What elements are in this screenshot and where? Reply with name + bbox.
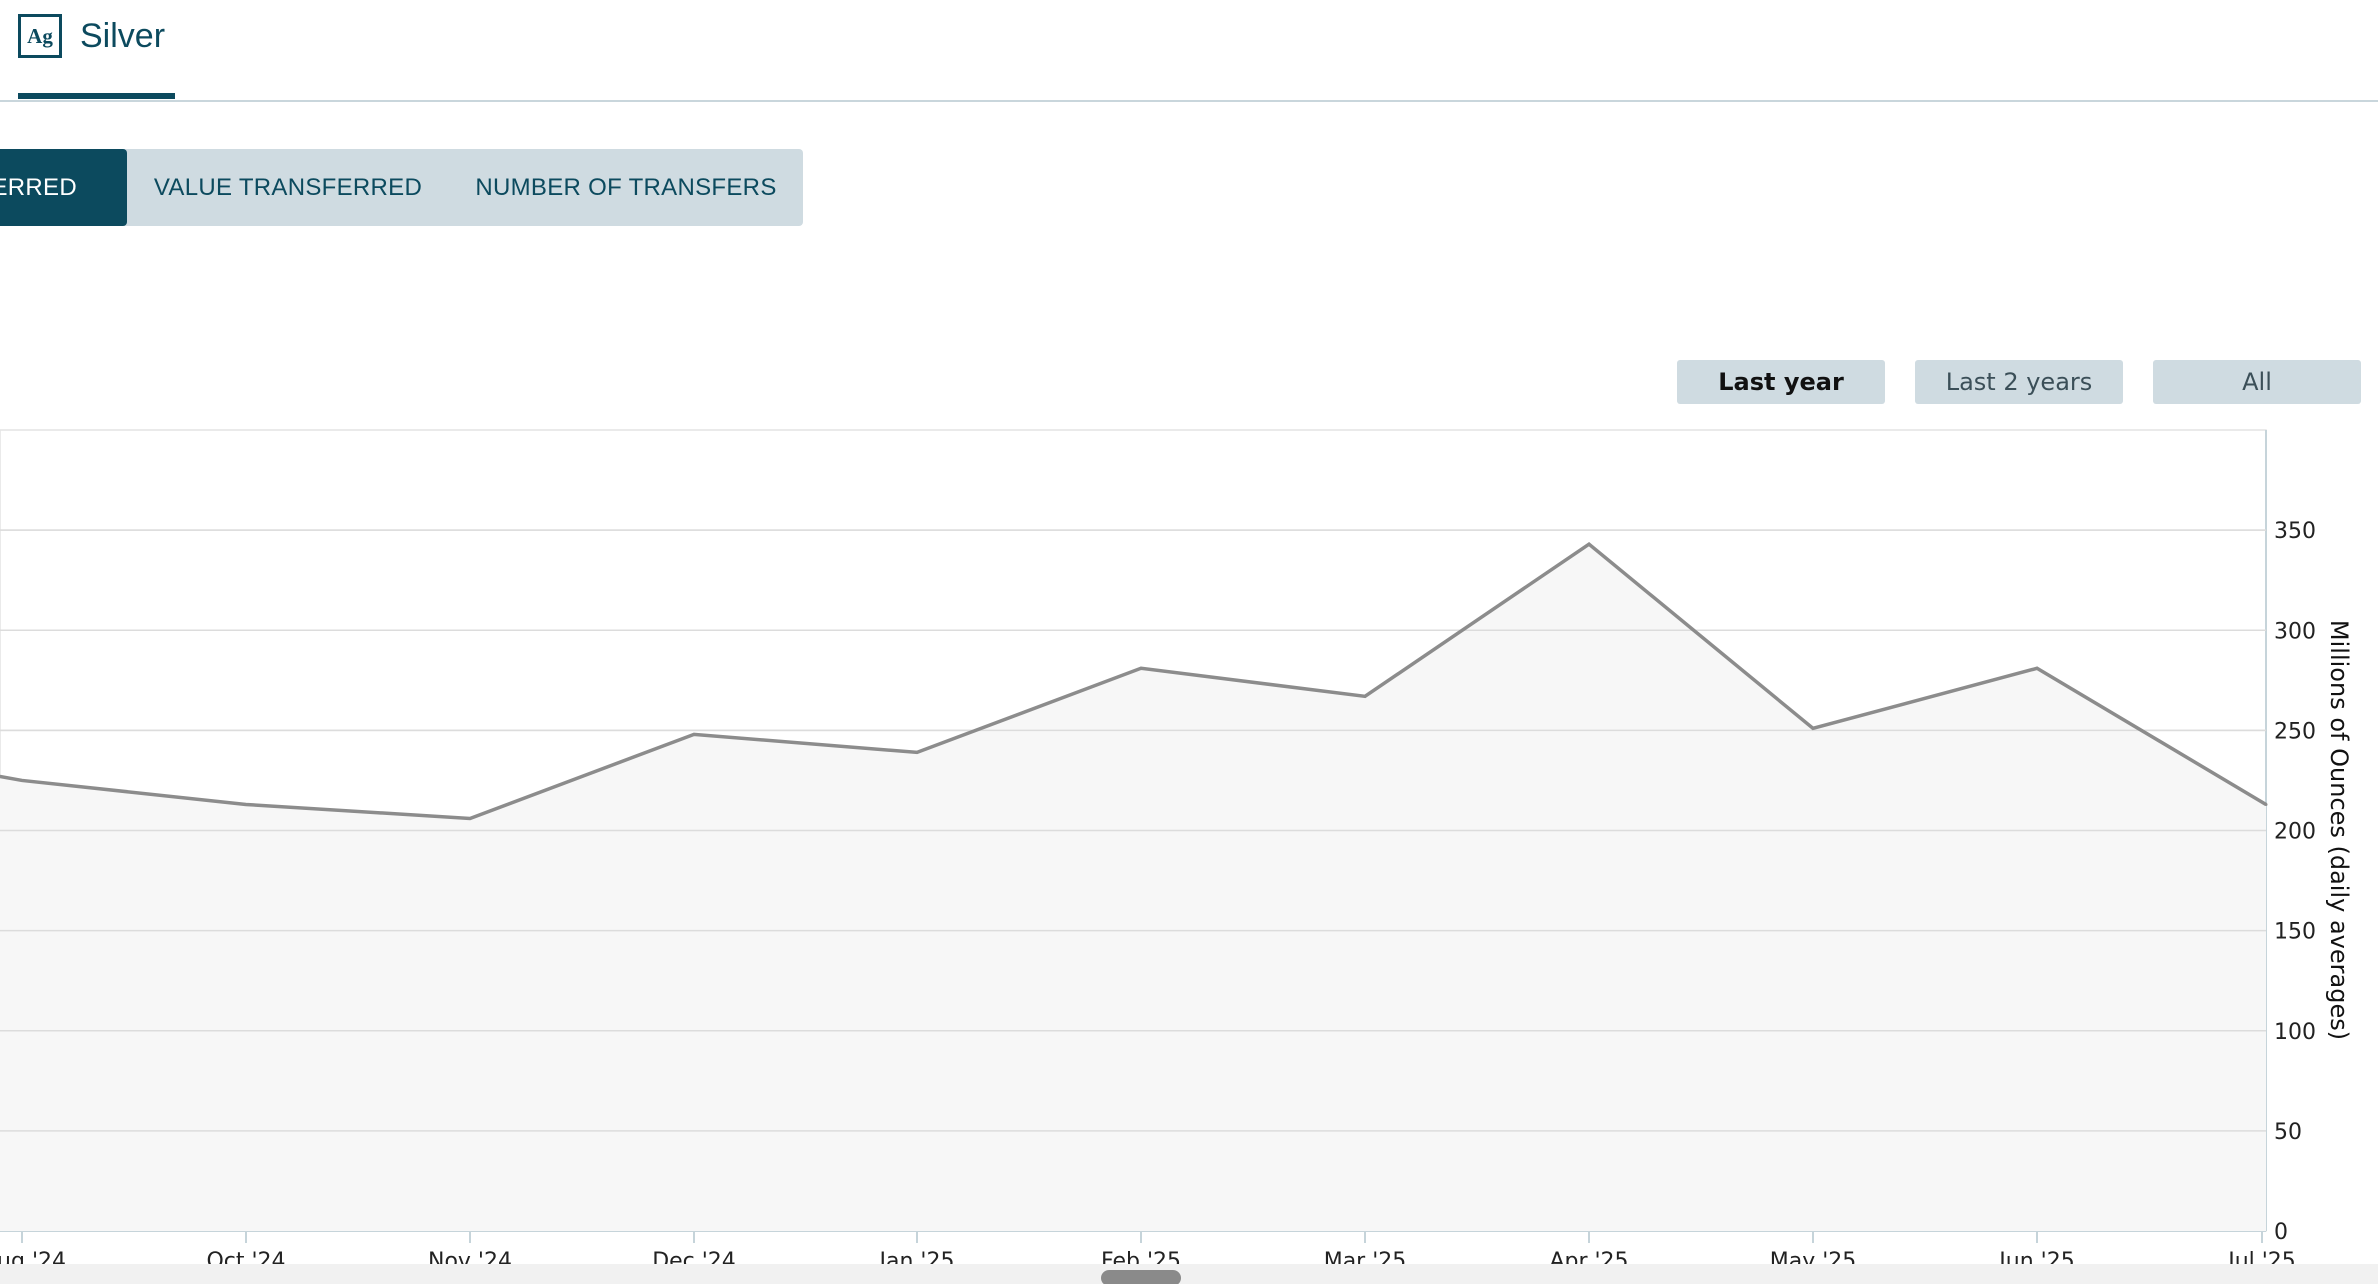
y-tick-label: 50 xyxy=(2274,1120,2302,1145)
data-point xyxy=(1363,694,1367,698)
chart-scroll-track xyxy=(0,1264,2378,1284)
range-button-last-year[interactable]: Last year xyxy=(1677,360,1885,404)
header-divider xyxy=(0,100,2378,102)
data-point xyxy=(692,732,696,736)
silver-element-icon: Ag xyxy=(18,14,62,58)
metal-tab-silver[interactable]: Ag Silver xyxy=(18,0,174,100)
y-axis-title: Millions of Ounces (daily averages) xyxy=(2325,620,2353,1040)
metal-tab-label: Silver xyxy=(80,16,166,55)
measure-button-value-transferred[interactable]: VALUE TRANSFERRED xyxy=(153,173,423,201)
y-tick-label: 250 xyxy=(2274,719,2316,744)
measure-button-number-of-transfers[interactable]: NUMBER OF TRANSFERS xyxy=(475,173,777,201)
data-point xyxy=(20,778,24,782)
data-point xyxy=(0,774,2,778)
series-line xyxy=(0,541,2267,821)
y-tick-label: 350 xyxy=(2274,519,2316,544)
data-point xyxy=(1811,726,1815,730)
data-point xyxy=(244,802,248,806)
data-point xyxy=(468,816,472,820)
active-tab-indicator xyxy=(18,93,175,99)
y-tick-label: 150 xyxy=(2274,920,2316,945)
range-button-all[interactable]: All xyxy=(2153,360,2361,404)
y-tick-label: 0 xyxy=(2274,1220,2288,1245)
range-button-last-2-years[interactable]: Last 2 years xyxy=(1915,360,2123,404)
chart-scroll-handle[interactable] xyxy=(1101,1270,1181,1284)
measure-toggle-group: FERRED VALUE TRANSFERRED NUMBER OF TRANS… xyxy=(0,149,803,226)
y-tick-label: 200 xyxy=(2274,820,2316,845)
data-point xyxy=(915,750,919,754)
data-point xyxy=(1587,542,1591,546)
y-tick-label: 300 xyxy=(2274,619,2316,644)
series-area xyxy=(0,544,2266,1231)
data-point xyxy=(2264,802,2268,806)
data-point xyxy=(2035,666,2039,670)
y-tick-label: 100 xyxy=(2274,1020,2316,1045)
data-point xyxy=(1139,666,1143,670)
measure-button-volume-transferred[interactable]: FERRED xyxy=(0,149,127,226)
